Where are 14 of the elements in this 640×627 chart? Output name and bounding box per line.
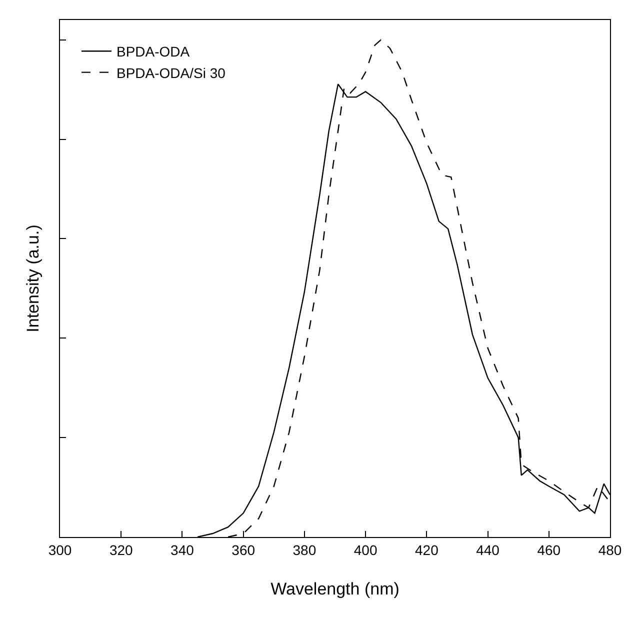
x-tick-label: 460 xyxy=(537,542,561,558)
x-tick-label: 420 xyxy=(414,542,439,558)
y-axis-title: Intensity (a.u.) xyxy=(23,224,42,332)
x-tick-label: 360 xyxy=(232,542,256,558)
legend-label: BPDA-ODA/Si 30 xyxy=(116,64,226,81)
x-tick-label: 300 xyxy=(48,542,72,558)
x-tick-label: 440 xyxy=(476,542,500,558)
x-tick-label: 340 xyxy=(170,542,194,558)
legend-label: BPDA-ODA xyxy=(116,44,190,60)
x-tick-label: 380 xyxy=(292,542,316,558)
x-tick-label: 400 xyxy=(354,542,378,558)
x-tick-label: 320 xyxy=(109,542,134,558)
x-axis-title: Wavelength (nm) xyxy=(270,579,400,598)
x-tick-label: 480 xyxy=(598,542,622,558)
